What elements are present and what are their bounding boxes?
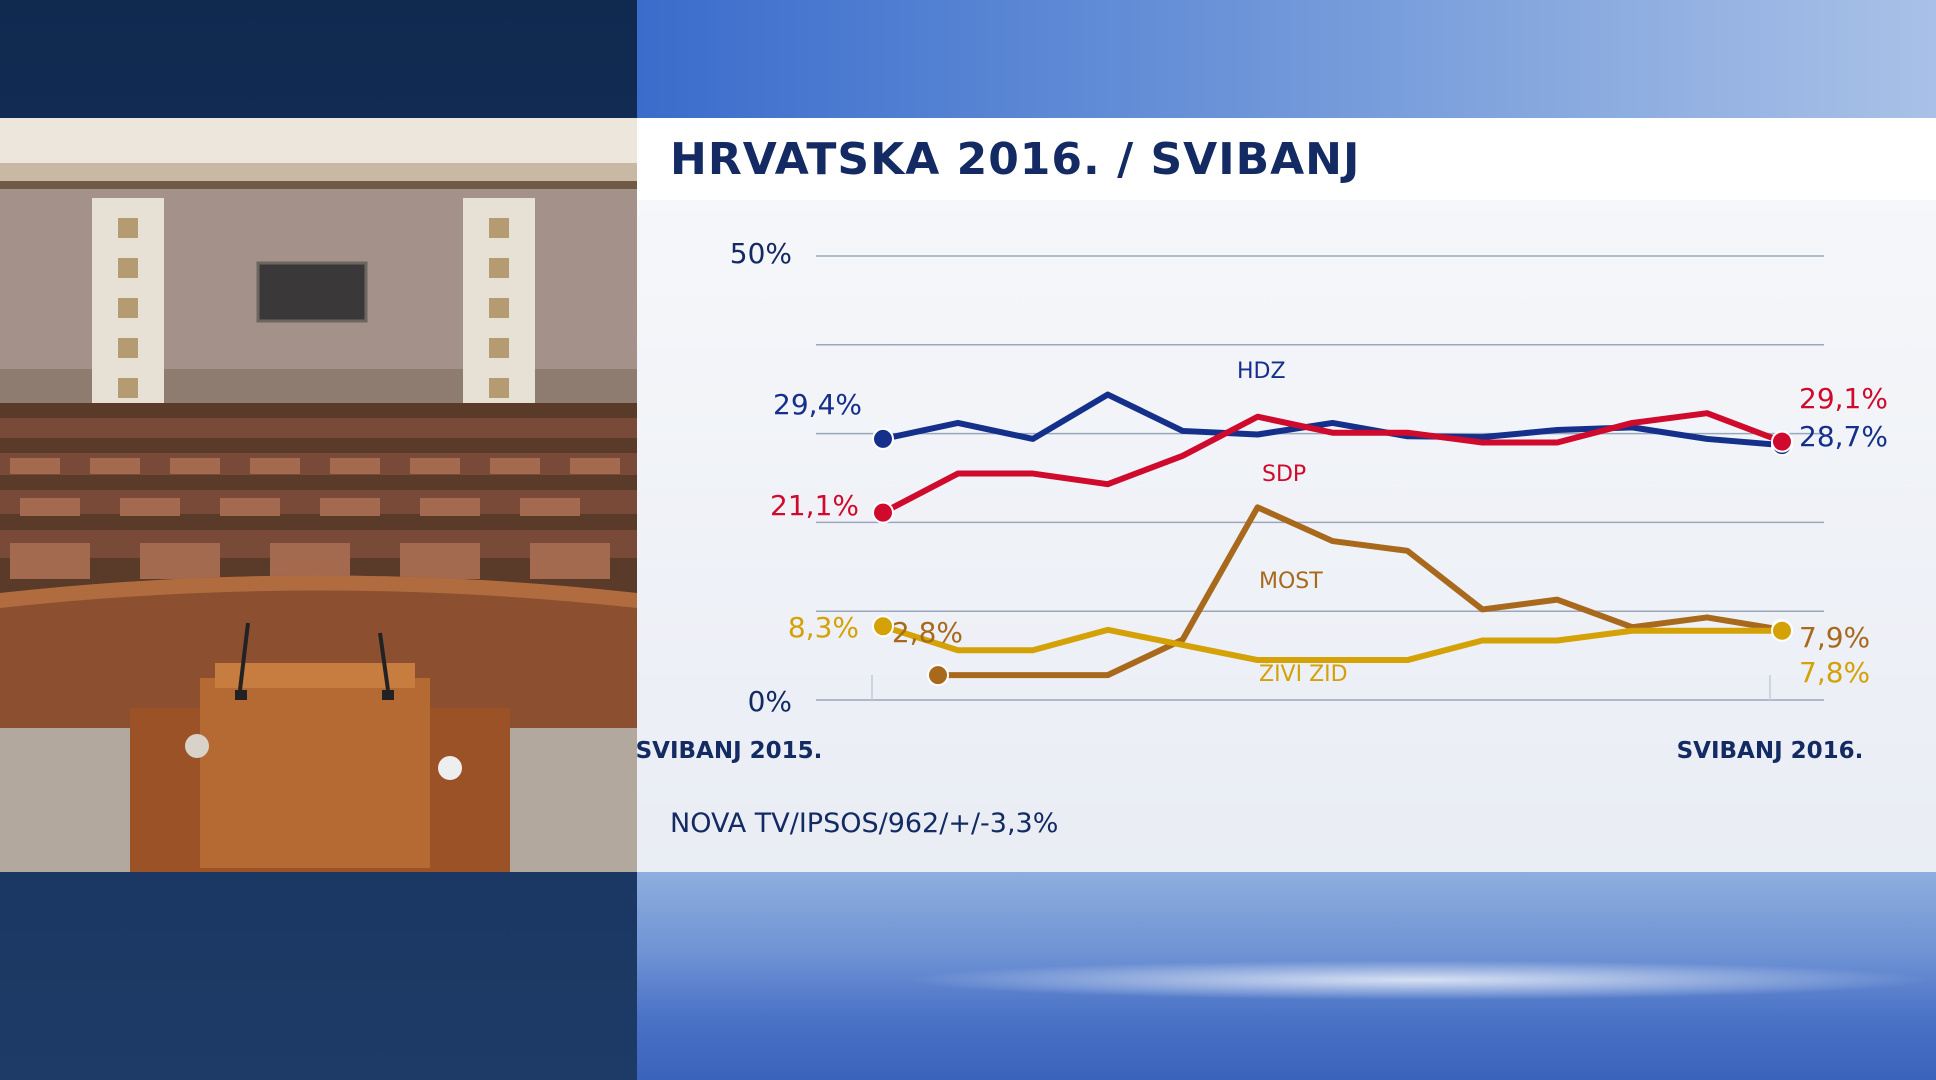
series-line-sdp xyxy=(881,410,1784,516)
series-point-sdp-start xyxy=(872,501,894,524)
poll-line-chart: 50% 0% SVIBANJ 2015. SVIBANJ 2016. HDZ 29… xyxy=(637,237,1888,764)
data-label-start-most: 2,8% xyxy=(892,616,963,649)
series-line-most xyxy=(938,504,1783,679)
card-header: HRVATSKA 2016. / SVIBANJ xyxy=(637,118,1936,200)
series-point-sdp-end xyxy=(1771,430,1793,453)
y-tick-label-bottom: 0% xyxy=(748,685,792,718)
series-point-ivi-zid-start xyxy=(872,615,894,638)
series-name-sdp: SDP xyxy=(1262,462,1306,487)
data-label-start-ivi-zid: 8,3% xyxy=(788,611,859,644)
data-label-end-sdp: 29,1% xyxy=(1799,382,1888,415)
source-note: NOVA TV/IPSOS/962/+/-3,3% xyxy=(670,808,1059,839)
series-line-ivi-zid xyxy=(882,623,1782,664)
series-layer xyxy=(872,391,1793,687)
chart-card: HRVATSKA 2016. / SVIBANJ NOVA TV/IPSOS/9… xyxy=(637,118,1936,872)
x-tick-label-start: SVIBANJ 2015. xyxy=(637,738,822,764)
data-label-start-sdp: 21,1% xyxy=(770,489,859,522)
data-label-end-hdz: 28,7% xyxy=(1799,420,1888,453)
y-tick-label-top: 50% xyxy=(730,237,792,270)
parliament-photo xyxy=(0,118,637,872)
series-name-ivi-zid: ŽIVI ZID xyxy=(1259,661,1348,687)
data-label-end-ivi-zid: 7,8% xyxy=(1799,656,1870,689)
series-name-hdz: HDZ xyxy=(1237,359,1286,384)
series-point-ivi-zid-end xyxy=(1771,619,1793,642)
series-name-most: MOST xyxy=(1259,569,1323,594)
light-streak xyxy=(900,960,1936,1000)
series-line-hdz xyxy=(882,391,1783,449)
series-point-most-start xyxy=(927,664,949,687)
data-label-end-most: 7,9% xyxy=(1799,621,1870,654)
labels-layer: HDZ 29,4% 28,7% SDP 21,1% 29,1% MOST 2,8% 7,9% ŽI… xyxy=(770,359,1888,689)
x-tick-label-end: SVIBANJ 2016. xyxy=(1677,738,1864,764)
chart-grid xyxy=(816,255,1824,701)
page-title: HRVATSKA 2016. / SVIBANJ xyxy=(670,134,1361,185)
data-label-start-hdz: 29,4% xyxy=(773,388,862,421)
series-point-hdz-start xyxy=(872,427,894,450)
